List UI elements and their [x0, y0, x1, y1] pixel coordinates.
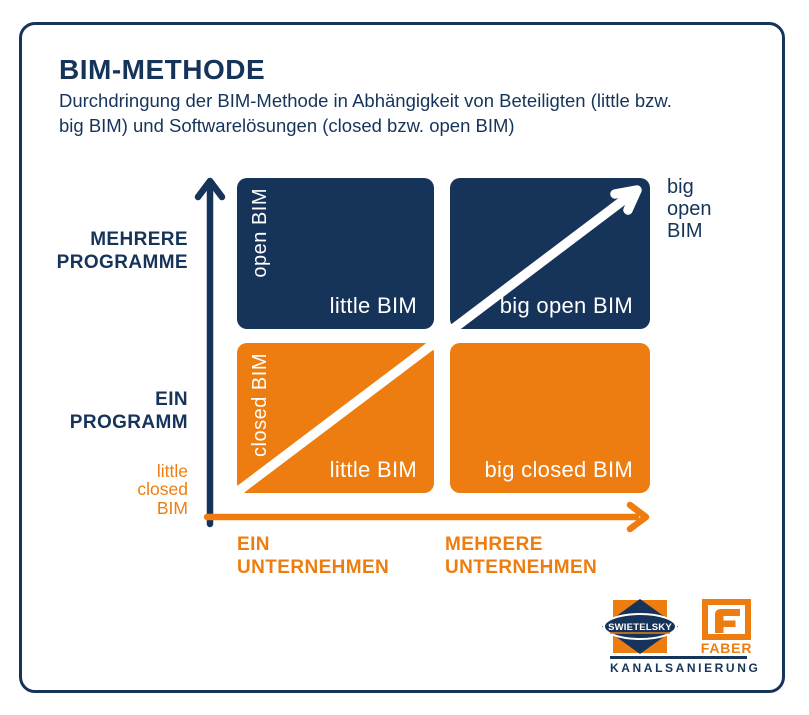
logo-divider: [610, 656, 747, 659]
kanalsanierung-label: KANALSANIERUNG: [610, 661, 761, 675]
faber-f-mark: [715, 609, 740, 633]
quadrant-label-big-open-bim: big open BIM: [499, 293, 633, 318]
quadrant-label-big-closed-bim: big closed BIM: [484, 457, 633, 482]
quadrant-side-label-open-bim: open BIM: [249, 188, 271, 278]
x-axis-label-left: EIN UNTERNEHMEN: [237, 534, 390, 578]
faber-logo: FABER: [701, 599, 752, 656]
quadrant-side-label-closed-bim: closed BIM: [249, 353, 271, 457]
y-axis-label-bottom: EIN PROGRAMM: [69, 389, 188, 433]
quadrant-label-little-bim-closed: little BIM: [329, 457, 417, 482]
quadrant-closed-little-bim: closed BIM little BIM: [237, 343, 434, 493]
quadrant-label-little-bim: little BIM: [329, 293, 417, 318]
page-subtitle: Durchdringung der BIM-Methode in Abhängi…: [59, 90, 672, 136]
y-axis-label-top: MEHRERE PROGRAMME: [56, 229, 188, 273]
faber-wordmark: FABER: [701, 640, 752, 656]
x-axis-label-right: MEHRERE UNTERNEHMEN: [445, 534, 598, 578]
trend-annotation-big-open-bim: big open BIM: [667, 176, 712, 242]
faber-square: [702, 599, 751, 640]
page-title: BIM-METHODE: [59, 54, 266, 85]
quadrant-big-closed-bim: big closed BIM: [450, 343, 650, 493]
swietelsky-wordmark: SWIETELSKY: [608, 622, 672, 633]
quadrant-open-little-bim: open BIM little BIM: [237, 178, 434, 329]
origin-label-little-closed-bim: little closed BIM: [137, 461, 188, 518]
quadrant-big-open-bim: big open BIM: [450, 178, 650, 329]
swietelsky-logo: SWIETELSKY: [602, 599, 678, 654]
